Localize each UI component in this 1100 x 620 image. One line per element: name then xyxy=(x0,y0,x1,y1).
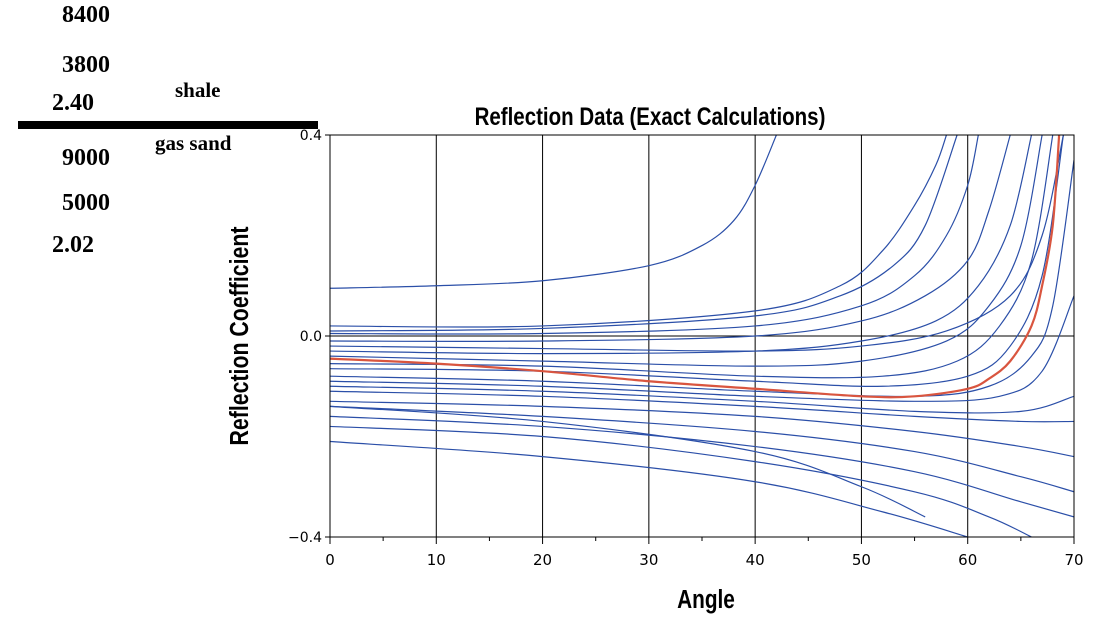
reflection-curve xyxy=(330,135,1033,355)
x-axis-label: Angle xyxy=(677,585,735,614)
upper-value-1: 8400 xyxy=(62,2,110,28)
lower-value-2: 5000 xyxy=(62,190,110,216)
x-tick-label: 10 xyxy=(427,551,446,569)
highlight-curve xyxy=(330,135,1061,399)
x-tick-label: 60 xyxy=(958,551,977,569)
reflection-curve xyxy=(330,135,958,332)
reflection-curve xyxy=(330,135,948,328)
layer-boundary xyxy=(18,121,318,129)
reflection-curve xyxy=(330,425,1032,537)
highlight-curve-group xyxy=(330,135,1061,399)
reflection-curve xyxy=(330,440,968,537)
reflection-curve xyxy=(330,415,1074,518)
chart-title: Reflection Data (Exact Calculations) xyxy=(475,102,826,130)
upper-value-2: 3800 xyxy=(62,52,110,78)
axis-ticks: 0 10 20 30 40 50 60 70 −0.4 0.0 0.4 xyxy=(288,128,1084,569)
lower-value-1: 9000 xyxy=(62,145,110,171)
x-tick-label: 40 xyxy=(746,551,765,569)
reflection-curve xyxy=(330,135,1064,387)
y-tick-label: 0.0 xyxy=(300,329,322,345)
x-tick-label: 20 xyxy=(533,551,552,569)
lower-value-3: 2.02 xyxy=(52,232,94,258)
reflection-curve xyxy=(330,405,1074,493)
upper-layer-name: shale xyxy=(175,78,221,102)
reflection-curve xyxy=(330,390,1074,423)
reflection-curve xyxy=(330,135,1043,367)
reflection-curve xyxy=(330,160,1074,398)
reflection-curve xyxy=(330,135,1011,342)
reflection-curve xyxy=(330,385,1074,414)
y-axis-label: Reflection Coefficient xyxy=(225,226,255,445)
x-tick-label: 30 xyxy=(639,551,658,569)
y-tick-label: −0.4 xyxy=(288,530,322,546)
lower-layer-name: gas sand xyxy=(155,131,232,155)
reflection-curve xyxy=(330,400,1074,458)
y-tick-label: 0.4 xyxy=(300,128,322,144)
x-tick-label: 50 xyxy=(852,551,871,569)
reflection-curve xyxy=(330,135,777,289)
reflection-curve xyxy=(330,135,979,335)
x-tick-label: 70 xyxy=(1064,551,1083,569)
x-tick-label: 0 xyxy=(325,551,335,569)
series-lines xyxy=(330,135,1074,537)
upper-value-3: 2.40 xyxy=(52,90,94,116)
reflection-curve xyxy=(330,405,926,518)
reflection-curve xyxy=(330,295,1074,402)
grid-lines xyxy=(330,135,1074,537)
reflection-curve xyxy=(330,135,1064,352)
